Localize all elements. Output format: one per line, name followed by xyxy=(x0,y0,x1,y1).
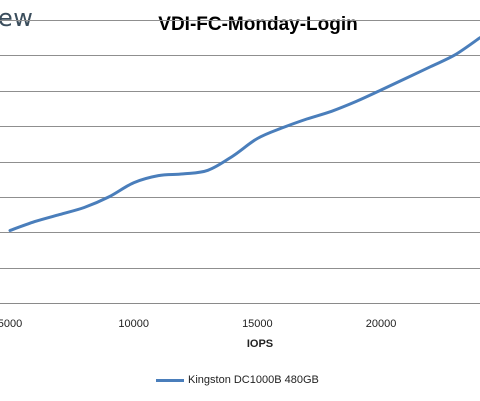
legend-label: Kingston DC1000B 480GB xyxy=(188,374,319,386)
series-line-0 xyxy=(8,36,480,232)
legend: Kingston DC1000B 480GB xyxy=(156,374,319,386)
x-tick-label-15000: 15000 xyxy=(242,318,273,330)
legend-swatch xyxy=(156,378,184,382)
gridlines xyxy=(0,20,480,304)
series-lines xyxy=(8,36,480,232)
x-tick-label-5000: 5000 xyxy=(0,318,22,330)
logo-fragment: ew xyxy=(0,4,34,32)
x-tick-labels: 5000 10000 15000 20000 xyxy=(0,318,396,330)
x-axis-title: IOPS xyxy=(246,338,274,350)
x-tick-label-10000: 10000 xyxy=(118,318,149,330)
x-tick-label-20000: 20000 xyxy=(366,318,397,330)
chart-title: VDI-FC-Monday-Login xyxy=(158,14,358,35)
